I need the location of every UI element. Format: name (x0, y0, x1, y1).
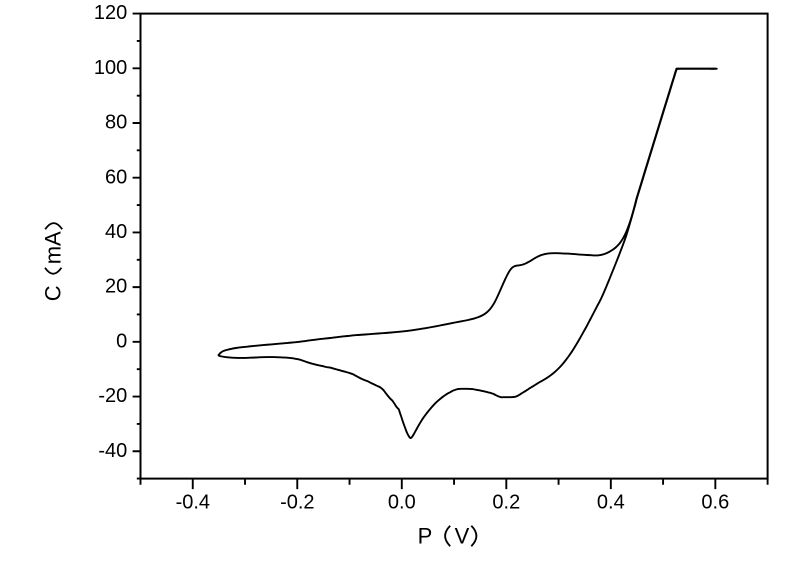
svg-text:80: 80 (105, 112, 127, 134)
svg-text:-0.4: -0.4 (176, 491, 210, 513)
svg-text:mA: mA (41, 231, 66, 264)
svg-text:P: P (418, 524, 433, 549)
svg-text:-40: -40 (98, 440, 127, 462)
svg-text:0: 0 (116, 330, 127, 352)
svg-text:100: 100 (94, 57, 127, 79)
svg-text:120: 120 (94, 2, 127, 24)
svg-text:V: V (455, 524, 470, 549)
svg-text:0.4: 0.4 (597, 491, 625, 513)
svg-text:-0.2: -0.2 (280, 491, 314, 513)
svg-text:20: 20 (105, 276, 127, 298)
svg-text:0.2: 0.2 (492, 491, 520, 513)
svg-text:0.6: 0.6 (701, 491, 729, 513)
svg-text:-20: -20 (98, 385, 127, 407)
svg-text:60: 60 (105, 166, 127, 188)
svg-text:40: 40 (105, 221, 127, 243)
svg-text:0.0: 0.0 (388, 491, 416, 513)
svg-text:C: C (41, 285, 66, 301)
